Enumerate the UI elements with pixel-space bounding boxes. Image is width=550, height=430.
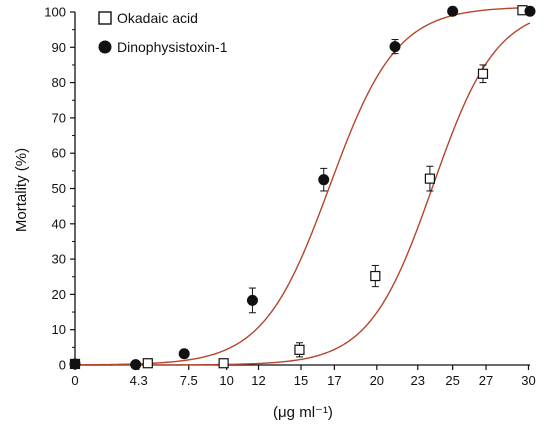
y-tick-label: 70	[52, 110, 66, 125]
point-okadaic-acid	[218, 358, 229, 369]
x-tick-label: 0	[71, 373, 78, 388]
y-tick-label: 60	[52, 146, 66, 161]
fit-curve-series-0	[74, 22, 531, 366]
x-tick-label: 4.3	[130, 373, 148, 388]
legend-marker-okadaic-acid	[98, 11, 112, 25]
legend-label-dinophysistoxin-1: Dinophysistoxin-1	[117, 39, 228, 55]
x-tick-label: 23	[411, 373, 425, 388]
x-tick-label: 17	[327, 373, 341, 388]
x-tick-label: 30	[521, 373, 535, 388]
point-dinophysistoxin-1	[389, 41, 401, 53]
y-tick-label: 50	[52, 181, 66, 196]
x-tick-label: 7.5	[180, 373, 198, 388]
y-axis-title: Mortality (%)	[13, 148, 30, 232]
fit-curve-series-1	[74, 6, 531, 366]
y-tick-label: 10	[52, 322, 66, 337]
point-dinophysistoxin-1	[447, 5, 459, 17]
point-dinophysistoxin-1	[130, 359, 142, 371]
point-dinophysistoxin-1	[246, 294, 258, 306]
y-tick-label: 0	[59, 358, 66, 373]
legend-marker-dinophysistoxin-1	[98, 40, 112, 54]
point-dinophysistoxin-1	[178, 348, 190, 360]
point-dinophysistoxin-1	[524, 5, 536, 17]
x-axis-title: (μg ml⁻¹)	[273, 404, 333, 421]
x-tick-label: 20	[370, 373, 384, 388]
point-dinophysistoxin-1	[318, 174, 330, 186]
y-tick-label: 30	[52, 252, 66, 267]
y-tick-label: 100	[44, 5, 66, 20]
y-tick-label: 90	[52, 40, 66, 55]
point-okadaic-acid	[477, 68, 489, 79]
point-dinophysistoxin-1	[69, 358, 81, 370]
point-okadaic-acid	[142, 358, 153, 369]
data-points	[69, 5, 536, 371]
point-okadaic-acid	[294, 344, 305, 355]
x-tick-label: 25	[445, 373, 459, 388]
x-tick-label: 10	[219, 373, 233, 388]
legend-label-okadaic-acid: Okadaic acid	[117, 10, 198, 26]
x-tick-label: 15	[294, 373, 308, 388]
point-okadaic-acid	[424, 173, 435, 184]
axes: 0 10 20 30 40 50 60 70 80 90 100 0 4.3 7.5 10 12 15 17 20 2…	[44, 5, 535, 389]
x-tick-label: 12	[251, 373, 265, 388]
x-tick-label: 27	[479, 373, 493, 388]
fit-curves	[74, 6, 531, 366]
legend: Okadaic acid Dinophysistoxin-1	[98, 10, 228, 55]
y-tick-label: 80	[52, 75, 66, 90]
y-tick-label: 40	[52, 216, 66, 231]
y-tick-label: 20	[52, 287, 66, 302]
point-okadaic-acid	[370, 270, 381, 282]
